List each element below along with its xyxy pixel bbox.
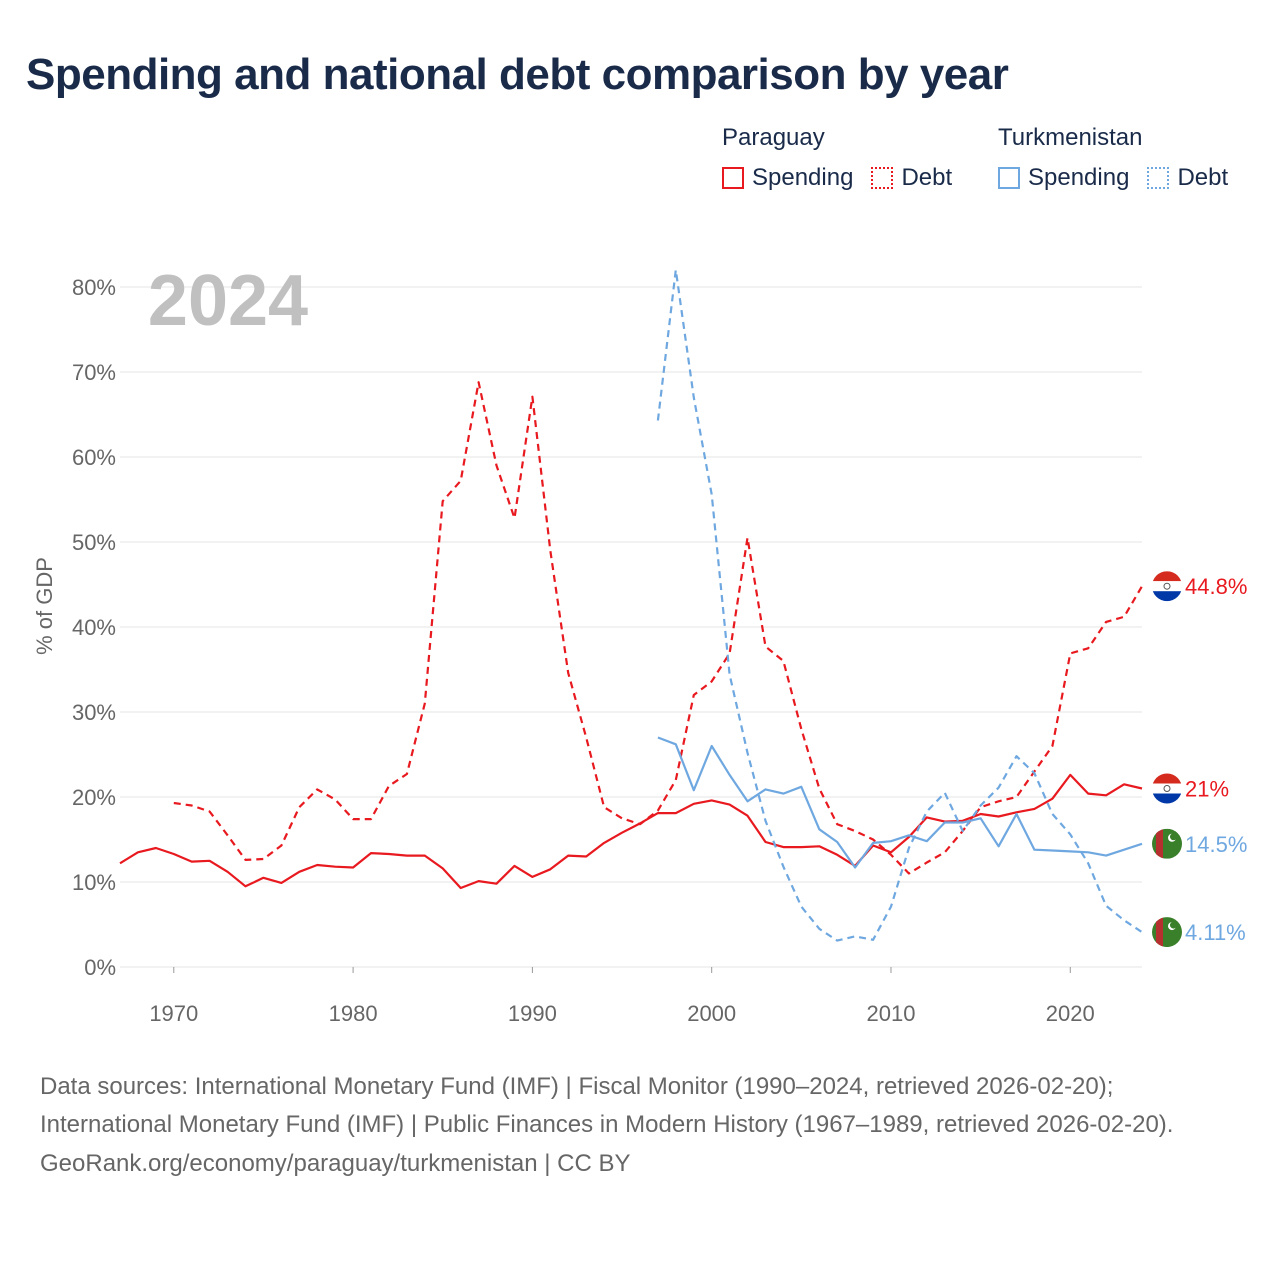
y-tick-label: 0% (84, 955, 116, 980)
end-label-turkmenistan-spending: 14.5% (1185, 832, 1247, 857)
y-axis-label: % of GDP (32, 557, 57, 655)
y-tick-label: 20% (72, 785, 116, 810)
chart-title: Spending and national debt comparison by… (26, 50, 1009, 99)
data-sources: Data sources: International Monetary Fun… (40, 1073, 1174, 1139)
x-tick-label: 2010 (867, 1001, 916, 1026)
series-line-paraguay-debt[interactable] (173, 381, 1143, 875)
end-labels: 21% 44.8% 14.5% 4.11% (1152, 571, 1247, 948)
x-tick-label: 1980 (329, 1001, 378, 1026)
series (119, 268, 1143, 942)
end-label-paraguay-spending: 21% (1185, 777, 1229, 802)
x-tick-label: 1990 (508, 1001, 557, 1026)
y-tick-label: 40% (72, 615, 116, 640)
legend-turkmenistan-name: Turkmenistan (998, 124, 1143, 151)
x-tick-label: 1970 (149, 1001, 198, 1026)
turkmenistan-flag-icon (1152, 828, 1182, 859)
y-tick-label: 10% (72, 870, 116, 895)
legend-label: Debt (1177, 164, 1229, 191)
line-chart: 0% 10% 20% 30% 40% 50% 60% 70% 80% 1970 1980 1990 20… (32, 261, 1247, 1026)
end-label-paraguay-debt: 44.8% (1185, 574, 1247, 599)
legend-solid-swatch (998, 167, 1020, 189)
y-tick-label: 70% (72, 360, 116, 385)
paraguay-flag-icon (1152, 773, 1182, 804)
legend-dotted-swatch (871, 167, 894, 189)
y-tick-label: 80% (72, 275, 116, 300)
y-tick-label: 60% (72, 445, 116, 470)
series-line-turkmenistan-spending[interactable] (657, 736, 1143, 869)
end-label-turkmenistan-debt: 4.11% (1185, 920, 1246, 945)
legend-solid-swatch (722, 167, 744, 189)
x-tick-label: 2020 (1046, 1001, 1095, 1026)
credit-link[interactable]: GeoRank.org/economy/paraguay/turkmenista… (40, 1149, 631, 1177)
legend-label: Spending (1028, 164, 1130, 191)
turkmenistan-flag-icon (1152, 917, 1182, 948)
legend-paraguay-debt[interactable]: Debt (871, 164, 952, 192)
y-tick-label: 30% (72, 700, 116, 725)
legend-label: Spending (752, 164, 854, 191)
y-tick-label: 50% (72, 530, 116, 555)
legend-label: Debt (901, 164, 953, 191)
legend-turkmenistan-debt[interactable]: Debt (1147, 164, 1228, 192)
legend-turkmenistan-spending[interactable]: Spending (998, 164, 1129, 192)
legend-paraguay-spending[interactable]: Spending (722, 164, 853, 192)
legend-turkmenistan: Turkmenistan Spending Debt (998, 124, 1228, 192)
legend-dotted-swatch (1147, 167, 1170, 189)
paraguay-flag-icon (1152, 571, 1182, 602)
series-line-paraguay-spending[interactable] (119, 773, 1143, 890)
gridlines (120, 286, 1142, 968)
footer: Data sources: International Monetary Fun… (40, 1068, 1240, 1183)
series-line-turkmenistan-debt[interactable] (656, 268, 1143, 942)
legend-paraguay-name: Paraguay (722, 124, 825, 151)
x-tick-label: 2000 (687, 1001, 736, 1026)
axes: 0% 10% 20% 30% 40% 50% 60% 70% 80% 1970 1980 1990 20… (72, 275, 1095, 1026)
year-watermark: 2024 (148, 261, 308, 341)
legend-paraguay: Paraguay Spending Debt (722, 124, 970, 192)
